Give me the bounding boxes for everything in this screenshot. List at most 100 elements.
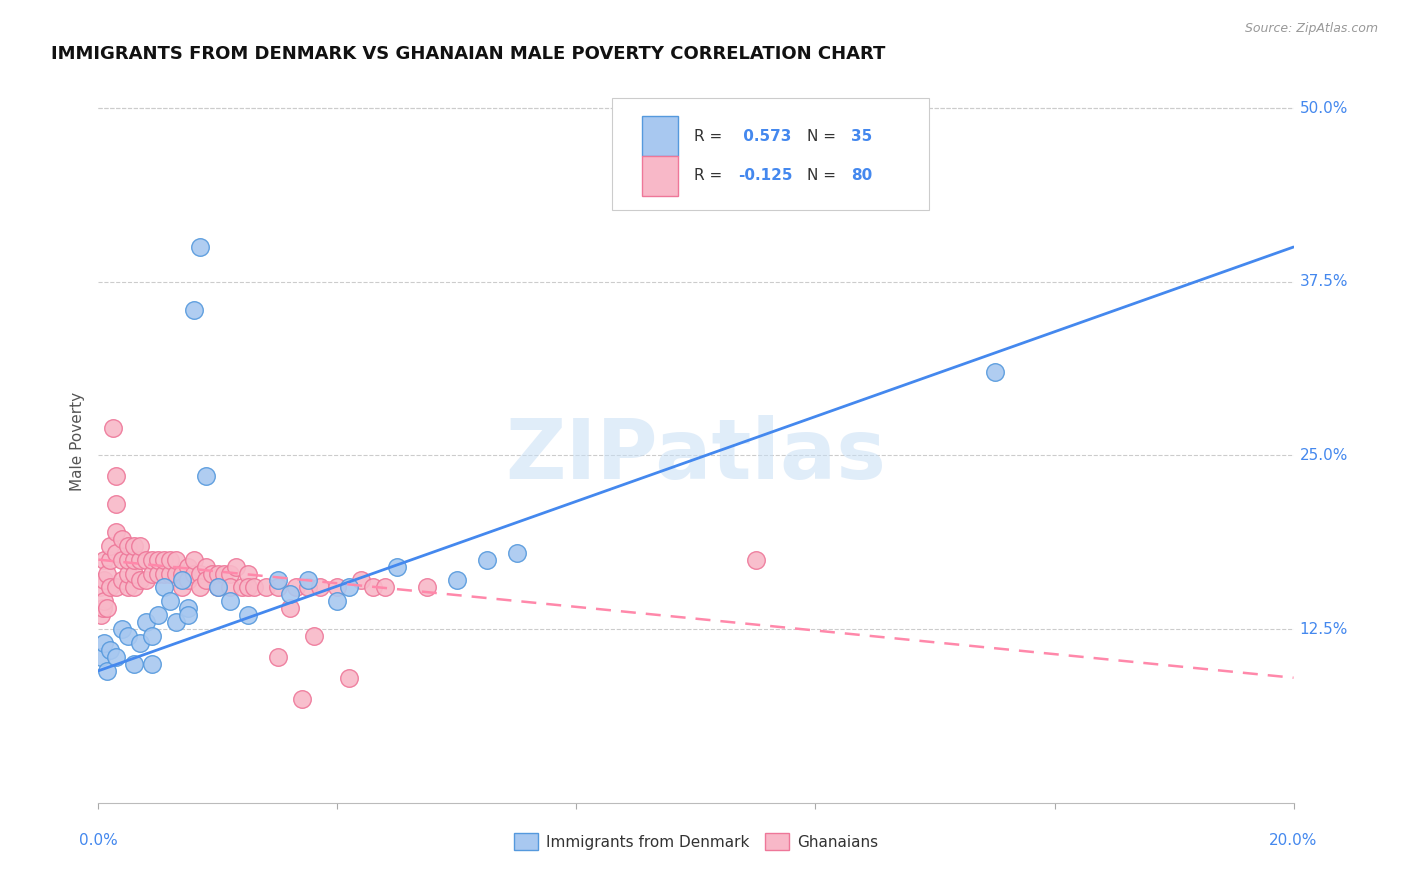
- Point: [188, 240, 211, 254]
- Point: [129, 636, 152, 650]
- Point: [89, 581, 111, 595]
- Text: -0.125: -0.125: [738, 169, 793, 183]
- Point: [984, 365, 1007, 379]
- Point: [135, 574, 157, 588]
- Point: [326, 594, 349, 608]
- Point: [297, 581, 319, 595]
- Point: [129, 539, 152, 553]
- Point: [291, 691, 314, 706]
- Point: [177, 608, 200, 623]
- Point: [278, 601, 301, 615]
- Point: [326, 581, 349, 595]
- Text: 37.5%: 37.5%: [1299, 274, 1348, 289]
- Point: [135, 615, 157, 630]
- Text: ZIPatlas: ZIPatlas: [506, 416, 886, 497]
- Point: [183, 552, 205, 566]
- Point: [96, 601, 118, 615]
- Text: R =: R =: [693, 129, 727, 145]
- Point: [117, 629, 139, 643]
- Text: 80: 80: [852, 169, 873, 183]
- Y-axis label: Male Poverty: Male Poverty: [70, 392, 86, 491]
- Point: [105, 581, 128, 595]
- FancyBboxPatch shape: [613, 98, 929, 211]
- Point: [96, 664, 118, 678]
- Point: [105, 546, 128, 560]
- Point: [207, 581, 229, 595]
- Point: [117, 581, 139, 595]
- Point: [278, 587, 301, 601]
- Point: [236, 581, 259, 595]
- Point: [159, 566, 181, 581]
- Point: [91, 601, 114, 615]
- Point: [98, 539, 122, 553]
- Point: [117, 539, 139, 553]
- Point: [98, 581, 122, 595]
- Point: [159, 594, 181, 608]
- Point: [90, 649, 112, 664]
- Point: [111, 532, 134, 546]
- Point: [745, 552, 768, 566]
- Point: [93, 636, 115, 650]
- Text: Source: ZipAtlas.com: Source: ZipAtlas.com: [1244, 22, 1378, 36]
- Point: [219, 566, 242, 581]
- Point: [177, 559, 200, 574]
- Point: [267, 574, 290, 588]
- Point: [339, 581, 361, 595]
- Point: [96, 566, 118, 581]
- Point: [111, 622, 134, 636]
- Point: [195, 469, 218, 483]
- Point: [363, 581, 385, 595]
- Text: 50.0%: 50.0%: [1299, 101, 1348, 116]
- Point: [172, 581, 194, 595]
- Point: [201, 566, 224, 581]
- Point: [153, 552, 176, 566]
- Point: [219, 594, 242, 608]
- Point: [135, 552, 157, 566]
- Legend: Immigrants from Denmark, Ghanaians: Immigrants from Denmark, Ghanaians: [508, 827, 884, 856]
- Text: N =: N =: [807, 129, 841, 145]
- Point: [98, 643, 122, 657]
- Text: 35: 35: [852, 129, 873, 145]
- Point: [236, 608, 259, 623]
- Point: [446, 574, 468, 588]
- Point: [129, 552, 152, 566]
- Point: [117, 566, 139, 581]
- Point: [254, 581, 277, 595]
- Point: [111, 574, 134, 588]
- Point: [506, 546, 529, 560]
- Point: [165, 615, 187, 630]
- Point: [165, 566, 187, 581]
- Point: [207, 566, 229, 581]
- Point: [98, 552, 122, 566]
- Point: [105, 469, 128, 483]
- Point: [284, 581, 307, 595]
- Point: [195, 574, 218, 588]
- Point: [105, 524, 128, 539]
- Bar: [643, 116, 678, 156]
- Point: [339, 671, 361, 685]
- Point: [350, 574, 373, 588]
- Point: [124, 657, 146, 671]
- Point: [148, 608, 170, 623]
- Point: [117, 552, 139, 566]
- Point: [153, 566, 176, 581]
- Text: 25.0%: 25.0%: [1299, 448, 1348, 463]
- Text: 12.5%: 12.5%: [1299, 622, 1348, 637]
- Text: R =: R =: [693, 169, 727, 183]
- Point: [105, 649, 128, 664]
- Point: [219, 581, 242, 595]
- Point: [267, 649, 290, 664]
- Point: [302, 629, 325, 643]
- Point: [416, 581, 439, 595]
- Bar: [643, 156, 678, 196]
- Point: [225, 559, 247, 574]
- Text: 0.0%: 0.0%: [79, 833, 118, 848]
- Point: [141, 566, 163, 581]
- Point: [243, 581, 266, 595]
- Point: [141, 657, 163, 671]
- Point: [93, 552, 115, 566]
- Point: [103, 420, 125, 434]
- Point: [374, 581, 396, 595]
- Point: [188, 566, 211, 581]
- Point: [148, 552, 170, 566]
